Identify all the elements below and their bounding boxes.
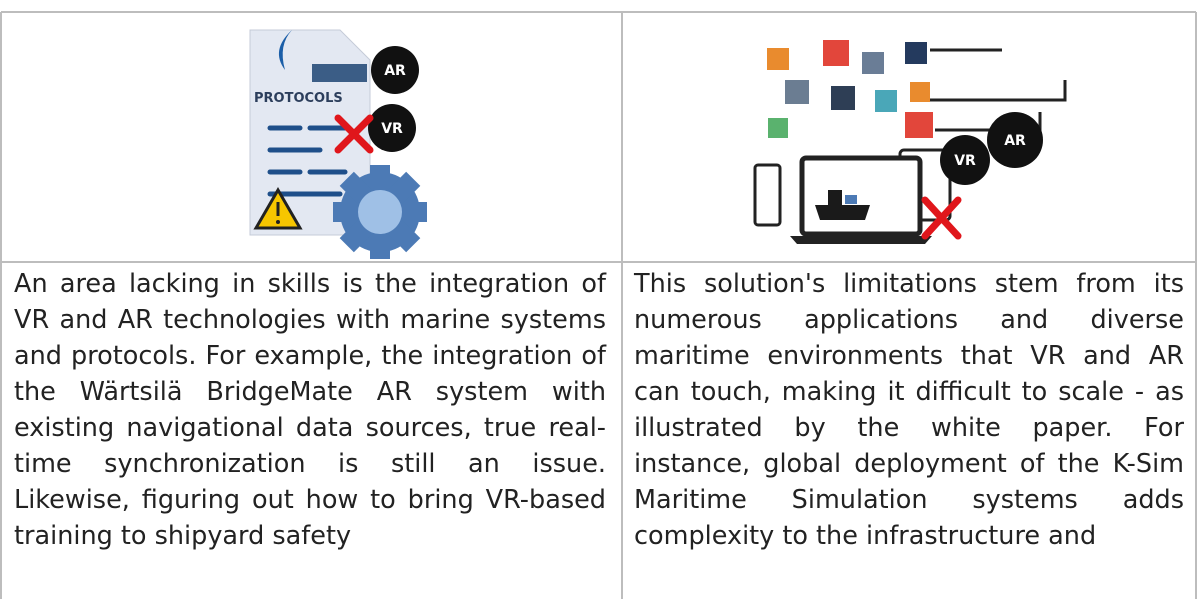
image-label: VR <box>381 121 403 137</box>
protocols-illustration: PROTOCOLS AR VR <box>249 29 427 259</box>
cell-text: An area lacking in skills is the integra… <box>14 269 606 551</box>
image-label: AR <box>1004 133 1026 149</box>
cell-text: This solution's limitations stem from it… <box>634 269 1184 551</box>
image-label: PROTOCOLS <box>254 91 343 106</box>
table-borders <box>0 11 1197 599</box>
image-label: VR <box>954 153 976 169</box>
platforms-illustration: VR AR <box>753 40 1067 244</box>
image-label: AR <box>384 63 406 79</box>
